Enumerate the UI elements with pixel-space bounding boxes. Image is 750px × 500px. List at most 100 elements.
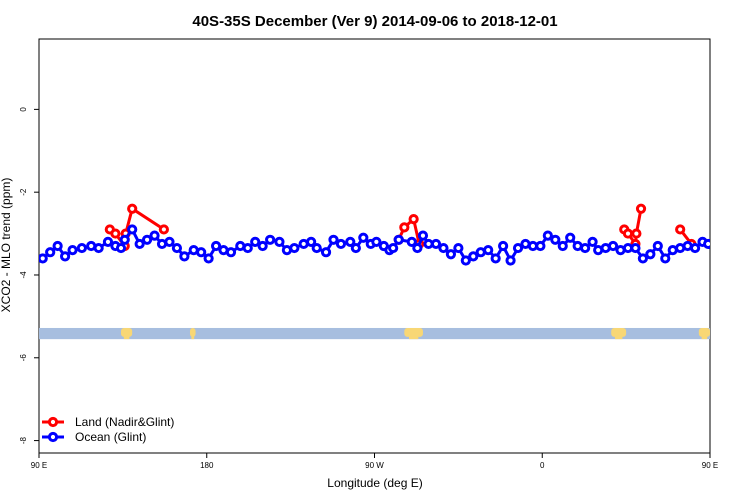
ocean-data-point [52, 240, 63, 252]
land-series-line [397, 216, 421, 245]
y-tick-label: -6 [19, 354, 28, 362]
ocean-data-point [350, 242, 361, 254]
land-data-point [622, 228, 634, 239]
land-ocean-band [39, 327, 710, 340]
ocean-data-point [689, 242, 701, 254]
ocean-data-point [345, 236, 356, 247]
ocean-data-point [490, 253, 501, 264]
y-tick-label: -4 [19, 271, 28, 279]
ocean-data-point [320, 247, 332, 258]
ocean-series [39, 224, 749, 266]
ocean-data-point [505, 255, 516, 266]
ocean-data-point [483, 245, 494, 256]
land-patch-tail [191, 334, 195, 340]
ocean-data-point [225, 247, 237, 258]
ocean-data-point [274, 236, 285, 247]
ocean-data-point [171, 242, 183, 254]
ocean-data-point [93, 242, 104, 254]
ocean-data-point [196, 247, 207, 258]
ocean-data-point [67, 245, 78, 256]
ocean-data-point [550, 234, 561, 245]
ocean-data-point [289, 242, 300, 254]
land-data-point [631, 228, 642, 239]
ocean-data-point [734, 240, 741, 247]
ocean-data-point [115, 242, 127, 254]
legend-ocean-label: Ocean (Glint) [75, 430, 146, 444]
y-tick-label: -8 [19, 436, 28, 444]
ocean-data-point [134, 238, 145, 250]
y-tick-label: -2 [19, 188, 28, 196]
ocean-data-point [142, 234, 153, 245]
ocean-data-point [164, 236, 175, 247]
ocean-data-point [149, 230, 160, 241]
ocean-data-point [498, 240, 509, 252]
ocean-data-point [203, 253, 214, 264]
ocean-data-point [388, 242, 399, 254]
ocean-data-point [580, 242, 591, 254]
ocean-data-point [727, 226, 734, 233]
ocean-data-point [179, 251, 190, 262]
legend-land-marker [47, 416, 59, 428]
ocean-data-point [210, 240, 222, 252]
ocean-data-point [512, 242, 524, 254]
x-axis-label: Longitude (deg E) [327, 476, 422, 490]
land-data-point [127, 203, 138, 214]
ocean-data-point [630, 242, 641, 254]
ocean-data-point [311, 242, 322, 254]
ocean-data-point [430, 238, 442, 250]
ocean-data-point [742, 236, 749, 243]
ocean-band [39, 327, 710, 340]
ocean-data-point [371, 236, 382, 247]
ocean-data-point [412, 242, 423, 254]
ocean-data-point [417, 230, 429, 241]
ocean-data-point [328, 234, 339, 245]
land-data-point [675, 224, 686, 235]
ocean-data-point [127, 224, 138, 235]
ocean-data-point [542, 230, 553, 241]
ocean-data-point [565, 232, 576, 243]
ocean-data-point [76, 242, 87, 254]
y-axis-label: XCO2 - MLO trend (ppm) [0, 178, 13, 313]
ocean-data-point [250, 236, 261, 247]
ocean-data-point [453, 242, 464, 254]
ocean-data-point [445, 249, 457, 260]
ocean-data-point [719, 232, 726, 239]
land-patch-tail [408, 334, 419, 340]
ocean-data-point [535, 240, 546, 252]
ocean-data-point [102, 236, 114, 247]
ocean-data-point [45, 247, 56, 258]
ocean-data-point [242, 242, 253, 254]
ocean-data-point [438, 242, 449, 254]
land-patch-tail [701, 334, 708, 340]
ocean-data-point [557, 240, 568, 252]
ocean-data-point [660, 253, 671, 264]
ocean-data-point [335, 238, 347, 250]
land-data-point [110, 228, 121, 239]
land-patch-tail [123, 334, 130, 340]
ocean-data-point [257, 240, 268, 252]
land-data-point [635, 203, 647, 214]
ocean-data-point [39, 253, 48, 264]
y-axis: 0 -2 -4 -6 -8 [19, 107, 39, 444]
ocean-data-point [652, 240, 663, 252]
chart-title: 40S-35S December (Ver 9) 2014-09-06 to 2… [192, 13, 557, 30]
x-tick-label: 180 [200, 461, 214, 470]
y-tick-label: 0 [19, 107, 28, 112]
ocean-data-point [460, 255, 471, 266]
land-data-point [158, 224, 169, 235]
ocean-data-point [703, 238, 710, 250]
legend-item-ocean: Ocean (Glint) [42, 430, 146, 444]
land-data-point [399, 222, 410, 233]
ocean-data-point [358, 232, 369, 243]
ocean-data-point [645, 249, 656, 260]
land-patch-tail [614, 334, 623, 340]
legend-item-land: Land (Nadir&Glint) [42, 415, 174, 429]
ocean-data-point [406, 236, 417, 247]
legend-ocean-marker [47, 431, 59, 443]
ocean-data-point [393, 234, 404, 245]
land-data-point [408, 213, 419, 225]
x-tick-label: 0 [540, 461, 545, 470]
ocean-data-point [306, 236, 317, 247]
ocean-data-point [637, 253, 649, 264]
